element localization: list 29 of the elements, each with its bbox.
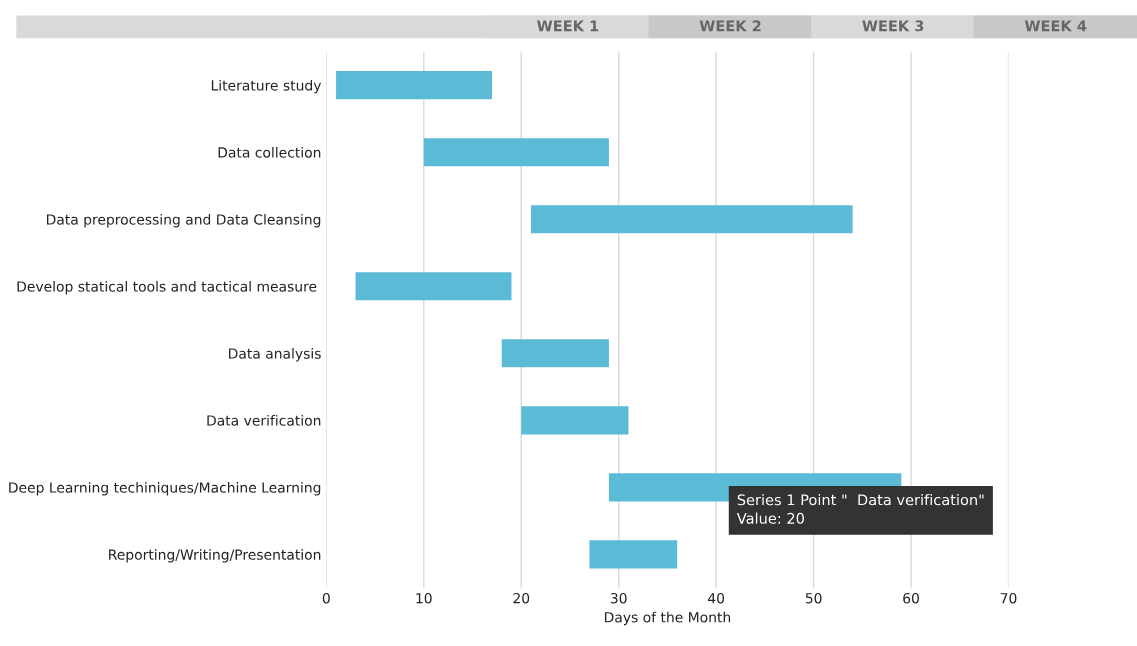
x-tick-label: 0 [322, 592, 330, 604]
y-tick-label: Develop statical tools and tactical measure [17, 280, 317, 295]
y-tick-label: Data preprocessing and Data Cleansing [46, 213, 321, 228]
y-tick-label: Reporting/Writing/Presentation [109, 549, 321, 563]
bar [355, 272, 512, 301]
y-tick-label: Data analysis [229, 348, 321, 362]
y-tick-label: Deep Learning techiniques/Machine Learning [9, 482, 321, 496]
annotation: Series 1 Point " Data verification" Value: 20 [736, 494, 984, 524]
bar [336, 71, 492, 100]
bar [423, 138, 609, 167]
text: WEEK 1 [537, 20, 599, 32]
x-tick-label: 50 [805, 592, 822, 604]
x-tick-label: 20 [513, 592, 530, 604]
bar [501, 339, 609, 368]
x-axis-title: Days of the Month [604, 611, 731, 626]
bar [521, 406, 629, 435]
text: WEEK 3 [862, 20, 924, 32]
bar [589, 540, 678, 569]
x-tick-label: 70 [1000, 592, 1017, 604]
bar [530, 205, 853, 234]
x-tick-label: 30 [610, 592, 627, 604]
x-tick-label: 40 [707, 592, 725, 604]
text: WEEK 4 [1024, 20, 1087, 32]
x-tick-label: 10 [416, 592, 432, 604]
y-tick-label: Literature study [211, 79, 322, 94]
text: WEEK 2 [699, 20, 761, 32]
y-tick-label: Data verification [207, 415, 321, 426]
y-tick-label: Data collection [218, 146, 321, 158]
x-tick-label: 60 [903, 592, 919, 604]
